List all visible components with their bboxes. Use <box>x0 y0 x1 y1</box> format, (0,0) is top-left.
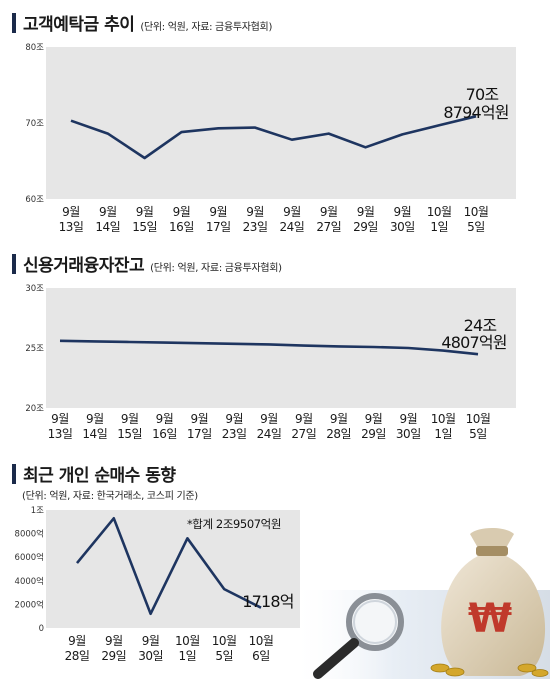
x-tick-label: 9월 28일 <box>326 412 351 441</box>
x-tick-label: 10월 5일 <box>466 412 491 441</box>
y-tick-label: 25조 <box>25 344 44 354</box>
unit-note: (단위: 억원, 자료: 한국거래소, 코스피 기준) <box>22 491 198 502</box>
x-tick-label: 9월 17일 <box>187 412 212 441</box>
x-tick-label: 9월 13일 <box>59 205 84 234</box>
x-tick-label: 9월 28일 <box>65 634 90 663</box>
title-marker <box>12 12 16 33</box>
x-tick-label: 9월 23일 <box>243 205 268 234</box>
x-tick-label: 9월 13일 <box>48 412 73 441</box>
series-line <box>70 115 477 160</box>
x-tick-label: 9월 15일 <box>117 412 142 441</box>
x-tick-label: 9월 30일 <box>390 205 415 234</box>
x-tick-label: 9월 27일 <box>316 205 341 234</box>
value-callout: 8794억원 <box>443 103 508 122</box>
x-tick-label: 9월 27일 <box>291 412 316 441</box>
y-tick-label: 0 <box>39 624 44 634</box>
x-tick-label: 9월 29일 <box>353 205 378 234</box>
x-tick-label: 9월 24일 <box>280 205 305 234</box>
title-credit-balance: 신용거래융자잔고 (단위: 억원, 자료: 금융투자협회) <box>12 251 282 276</box>
series-line <box>75 517 262 616</box>
x-tick-label: 9월 14일 <box>82 412 107 441</box>
x-tick-label: 9월 16일 <box>169 205 194 234</box>
x-tick-label: 9월 16일 <box>152 412 177 441</box>
title-customer-deposits: 고객예탁금 추이 (단위: 억원, 자료: 금융투자협회) <box>12 10 272 35</box>
y-tick-label: 80조 <box>25 43 44 53</box>
title-individual-net-buying: 최근 개인 순매수 동향 <box>12 461 176 486</box>
x-tick-label: 9월 24일 <box>257 412 282 441</box>
y-tick-label: 2000억 <box>15 599 44 610</box>
y-tick-label: 60조 <box>25 195 44 205</box>
title-marker <box>12 463 16 484</box>
x-tick-label: 10월 5일 <box>212 634 237 663</box>
x-tick-label: 9월 15일 <box>132 205 157 234</box>
value-callout: 24조 <box>464 316 497 335</box>
chart-title: 고객예탁금 추이 <box>23 15 135 35</box>
title-marker <box>12 253 16 274</box>
y-tick-label: 8000억 <box>15 529 44 540</box>
chart-title: 신용거래융자잔고 <box>23 256 145 276</box>
x-tick-label: 9월 30일 <box>396 412 421 441</box>
y-tick-label: 30조 <box>25 284 44 294</box>
x-tick-label: 9월 29일 <box>361 412 386 441</box>
x-tick-label: 9월 14일 <box>95 205 120 234</box>
y-tick-label: 6000억 <box>15 552 44 563</box>
x-tick-label: 10월 5일 <box>464 205 489 234</box>
y-tick-label: 4000억 <box>15 576 44 587</box>
plot-background <box>46 47 516 199</box>
y-tick-label: 20조 <box>25 404 44 414</box>
unit-note: (단위: 억원, 자료: 금융투자협회) <box>150 263 282 274</box>
x-tick-label: 9월 29일 <box>101 634 126 663</box>
value-callout: 1718억 <box>242 592 293 611</box>
x-tick-label: 9월 30일 <box>138 634 163 663</box>
x-tick-label: 10월 1일 <box>431 412 456 441</box>
chart-title: 최근 개인 순매수 동향 <box>23 466 176 486</box>
plot-background <box>46 288 516 408</box>
value-callout: 4807억원 <box>441 333 506 352</box>
y-tick-label: 1조 <box>31 506 44 516</box>
y-tick-label: 70조 <box>25 119 44 129</box>
value-callout: 70조 <box>466 85 499 104</box>
x-tick-label: 10월 6일 <box>249 634 274 663</box>
x-tick-label: 9월 23일 <box>222 412 247 441</box>
total-note: *합계 2조9507억원 <box>187 517 281 531</box>
x-tick-label: 10월 1일 <box>427 205 452 234</box>
x-tick-label: 10월 1일 <box>175 634 200 663</box>
x-tick-label: 9월 17일 <box>206 205 231 234</box>
unit-note: (단위: 억원, 자료: 금융투자협회) <box>140 22 273 33</box>
